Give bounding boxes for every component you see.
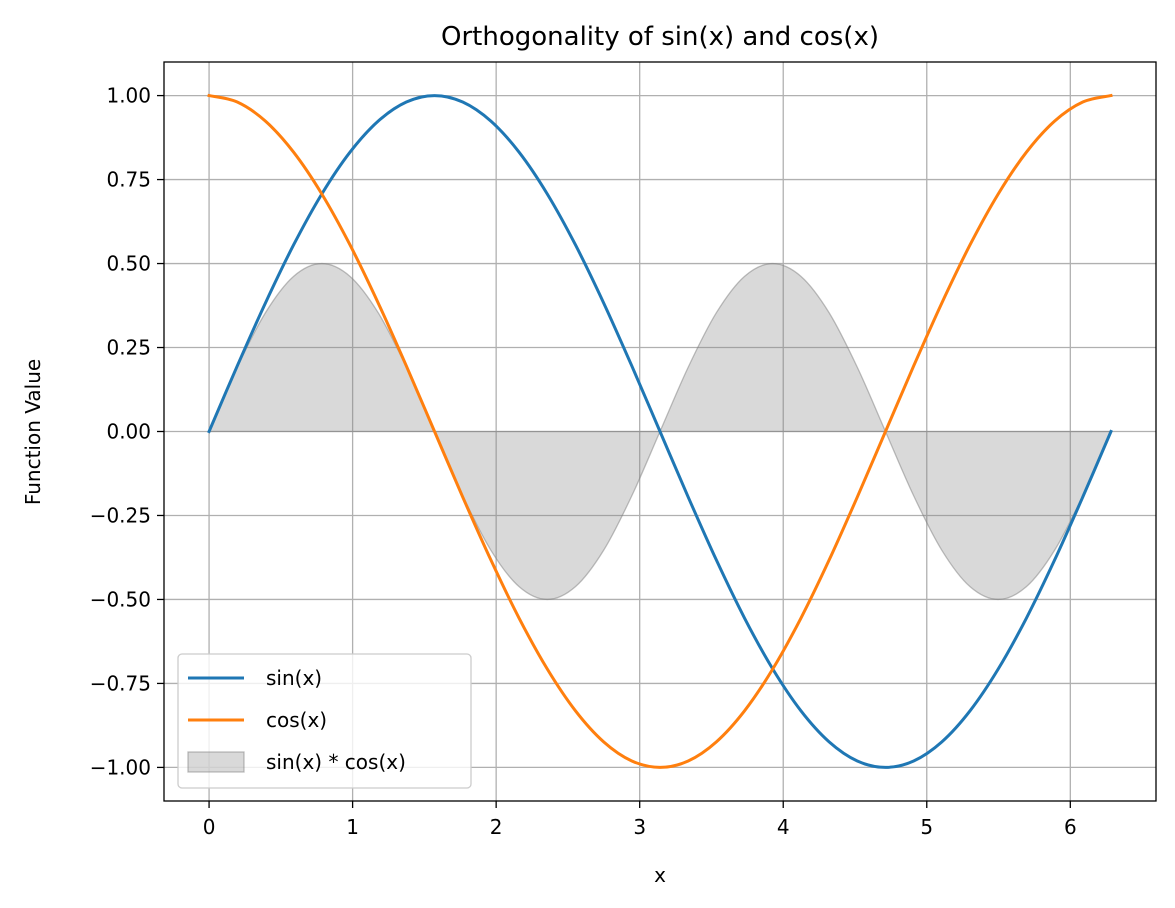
y-tick-label: 0.25 (106, 336, 151, 360)
series-line-cos (207, 93, 1113, 769)
x-tick-label: 0 (203, 815, 216, 839)
y-tick-label: 0.00 (106, 420, 151, 444)
x-tick-label: 3 (633, 815, 646, 839)
y-tick-label: −1.00 (90, 755, 151, 779)
legend-label: cos(x) (266, 708, 327, 732)
y-tick-label: 1.00 (106, 84, 151, 108)
chart-title: Orthogonality of sin(x) and cos(x) (441, 22, 879, 52)
x-tick-label: 6 (1064, 815, 1077, 839)
x-axis-label: x (654, 863, 666, 887)
line-layer (207, 93, 1113, 769)
x-tick-label: 1 (346, 815, 359, 839)
legend-label: sin(x) * cos(x) (266, 750, 406, 774)
y-axis-label: Function Value (21, 359, 45, 505)
legend-label: sin(x) (266, 666, 322, 690)
x-tick-label: 5 (920, 815, 933, 839)
y-tick-label: −0.75 (90, 671, 151, 695)
x-tick-label: 2 (490, 815, 503, 839)
tick-layer: 0 1 2 3 4 5 6 1.00 0.75 0.50 0.25 0.00 −0.25 −0.50 −0.… (90, 84, 1077, 839)
series-line-sin (207, 94, 1113, 769)
x-tick-label: 4 (777, 815, 790, 839)
y-tick-label: −0.25 (90, 503, 151, 527)
y-tick-label: 0.50 (106, 252, 151, 276)
legend: sin(x) cos(x) sin(x) * cos(x) (177, 653, 472, 789)
legend-swatch-area (187, 751, 245, 773)
legend-box (177, 653, 472, 789)
y-tick-label: 0.75 (106, 168, 151, 192)
y-tick-label: −0.50 (90, 587, 151, 611)
